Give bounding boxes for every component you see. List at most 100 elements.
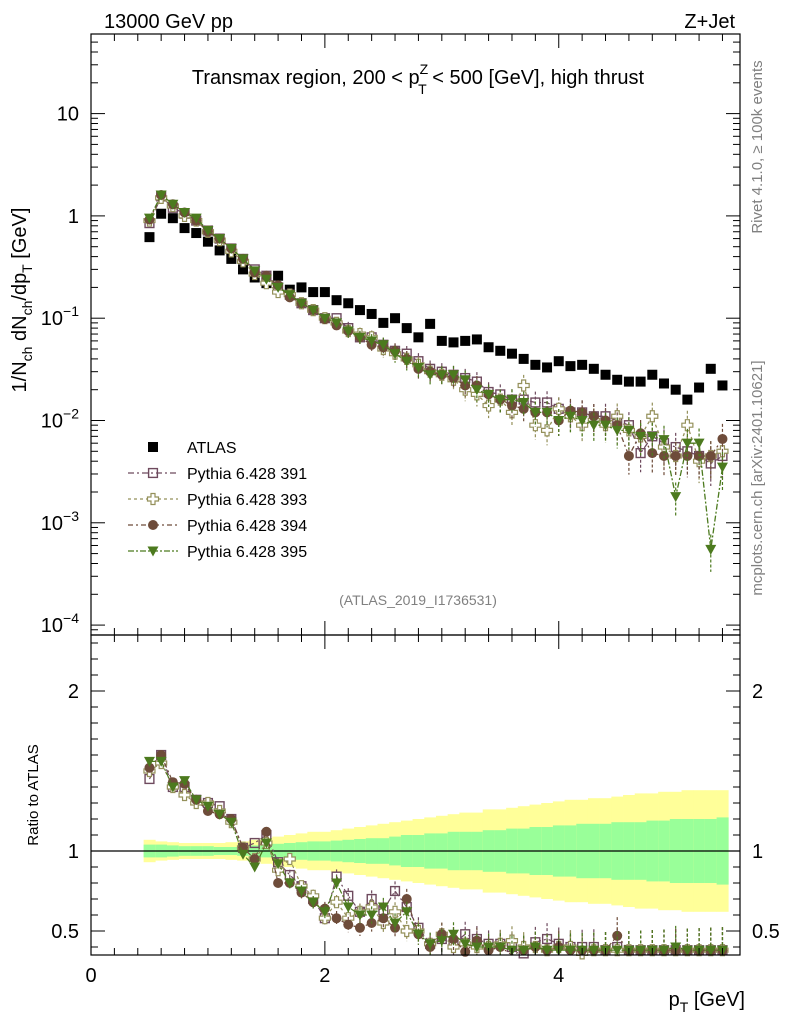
ratio-point-p394 — [273, 878, 284, 888]
series-line-p393 — [148, 196, 723, 463]
data-point-atlas — [682, 394, 693, 405]
data-point-p395 — [670, 492, 682, 503]
legend-label-p393: Pythia 6.428 393 — [187, 492, 307, 509]
data-point-atlas — [565, 361, 576, 372]
data-point-p393 — [517, 379, 530, 392]
ratio-point-p394 — [378, 913, 389, 924]
data-point-p395 — [412, 362, 424, 373]
x-tick-label: 0 — [85, 965, 96, 987]
main-y-axis: 10−4 10−3 10−2 10−1 1 10 — [41, 33, 740, 637]
data-point-p395 — [143, 213, 155, 224]
ratio-point-p395 — [167, 782, 179, 793]
data-point-atlas — [425, 318, 436, 329]
data-point-atlas — [319, 287, 330, 298]
ratio-point-p395 — [354, 910, 366, 921]
data-point-p395 — [249, 266, 261, 277]
data-point-atlas — [214, 245, 225, 256]
data-point-atlas — [717, 380, 728, 391]
data-point-p393 — [646, 410, 659, 423]
data-point-p395 — [576, 415, 588, 426]
ratio-point-p395 — [471, 942, 483, 953]
data-point-atlas — [366, 308, 377, 319]
data-point-p395 — [342, 326, 354, 337]
x-axis-label: pT [GeV] — [669, 989, 745, 1015]
data-point-p395 — [295, 298, 307, 309]
ratio-point-p395 — [401, 907, 413, 918]
ratio-point-p395 — [635, 945, 647, 956]
ratio-point-p395 — [658, 945, 670, 956]
data-point-p395 — [401, 356, 413, 367]
series-line-p394 — [148, 193, 724, 458]
data-point-p394 — [460, 380, 471, 391]
data-point-atlas — [542, 362, 553, 373]
ratio-y-axis-label: Ratio to ATLAS — [25, 744, 42, 845]
data-point-atlas — [623, 376, 634, 387]
data-point-p395 — [494, 395, 506, 406]
data-point-p395 — [658, 435, 670, 446]
data-point-atlas — [179, 223, 190, 234]
legend: ATLAS Pythia 6.428 391 Pythia 6.428 393 Pyt… — [128, 440, 307, 561]
data-point-p395 — [307, 305, 319, 316]
ratio-point-p394 — [144, 762, 155, 773]
data-point-p395 — [705, 544, 717, 555]
data-point-atlas — [191, 228, 202, 239]
ratio-point-p395 — [412, 929, 424, 940]
data-point-atlas — [156, 208, 167, 219]
ratio-point-p395 — [237, 849, 249, 860]
data-point-p395 — [553, 415, 565, 426]
ratio-point-p395 — [179, 776, 191, 787]
ratio-point-p394 — [261, 826, 272, 837]
data-point-p395 — [623, 425, 635, 436]
data-point-atlas — [354, 305, 365, 316]
series-p395 — [143, 190, 728, 572]
ratio-point-p395 — [518, 945, 530, 956]
ratio-point-p393 — [283, 852, 296, 866]
ratio-point-p393 — [178, 788, 191, 802]
data-point-p395 — [190, 213, 202, 224]
ratio-point-p395 — [155, 756, 167, 767]
main-y-tick-label: 10−2 — [41, 405, 79, 432]
x-tick-label: 4 — [553, 965, 564, 987]
legend-marker-p391 — [147, 467, 159, 479]
main-y-tick-label: 10−3 — [41, 508, 79, 535]
data-point-p395 — [424, 370, 436, 381]
main-y-tick-label: 1 — [68, 206, 79, 228]
data-point-atlas — [577, 359, 588, 370]
data-point-p395 — [237, 254, 249, 265]
data-point-p395 — [448, 370, 460, 381]
data-point-atlas — [658, 378, 669, 389]
data-point-p394 — [705, 450, 716, 461]
ratio-point-p395 — [342, 902, 354, 913]
data-point-p395 — [331, 318, 343, 329]
data-point-p395 — [681, 438, 693, 449]
ratio-point-p395 — [494, 942, 506, 953]
data-point-p394 — [717, 433, 728, 444]
ratio-y-tick-label-right: 2 — [752, 681, 763, 703]
data-point-p393 — [540, 424, 554, 437]
legend-marker-atlas — [148, 442, 158, 452]
rivet-label: Rivet 4.1.0, ≥ 100k events — [749, 60, 766, 233]
main-y-tick-label: 10 — [57, 104, 79, 126]
legend-marker-p395 — [147, 546, 159, 557]
data-point-atlas — [378, 317, 389, 328]
data-point-atlas — [413, 332, 424, 343]
main-plot: 10−4 10−3 10−2 10−1 1 10 Transmax region, 200… — [41, 33, 741, 637]
legend-label-p391: Pythia 6.428 391 — [187, 466, 307, 483]
legend-marker-p393 — [146, 492, 160, 506]
ratio-point-p393 — [400, 924, 413, 938]
data-point-p395 — [646, 431, 658, 442]
series-atlas — [144, 208, 728, 405]
mcplots-label: mcplots.cern.ch [arXiv:2401.10621] — [749, 360, 766, 595]
ratio-point-p394 — [249, 854, 260, 864]
ratio-point-p395 — [459, 939, 471, 950]
ratio-point-p395 — [564, 945, 576, 956]
data-point-p395 — [635, 431, 647, 442]
ratio-point-p395 — [225, 817, 237, 828]
data-point-atlas — [202, 236, 213, 247]
ratio-plot-frame — [90, 634, 741, 956]
process-label: Z+Jet — [684, 11, 735, 33]
data-point-p395 — [202, 225, 214, 236]
data-point-p395 — [260, 274, 272, 285]
data-point-p395 — [155, 190, 167, 201]
data-point-atlas — [471, 334, 482, 345]
